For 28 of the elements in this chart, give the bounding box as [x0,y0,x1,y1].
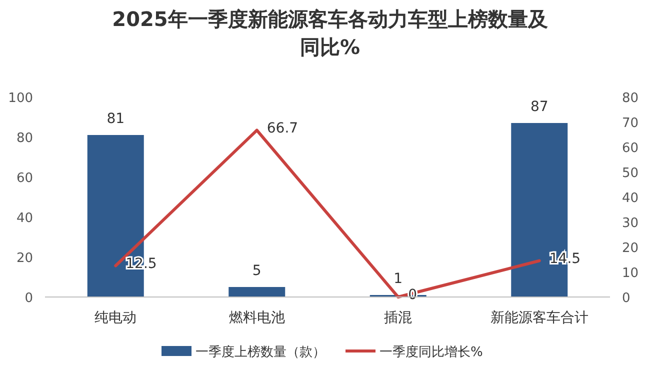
y-tick-label: 80 [16,131,33,146]
data-label: 87 [530,99,548,115]
y2-tick-label: 60 [622,141,639,156]
bar [228,287,286,297]
data-label: 5 [252,263,262,279]
y-tick-label: 40 [16,211,33,226]
x-tick-label: 燃料电池 [228,310,285,326]
data-label: 1 [394,271,403,287]
x-tick-label: 纯电动 [94,310,137,326]
y-tick-label: 60 [16,171,33,186]
x-tick-label: 插混 [384,310,412,326]
y2-tick-label: 30 [622,216,639,231]
y-tick-label: 100 [8,91,33,106]
y2-tick-label: 50 [622,166,639,181]
y2-tick-label: 80 [622,91,639,106]
y2-tick-label: 10 [622,266,639,281]
y-tick-label: 20 [16,251,33,266]
data-label: 66.7 [266,120,298,136]
y2-tick-label: 20 [622,241,639,256]
y-tick-label: 0 [24,291,33,306]
chart-title: 2025年一季度新能源客车各动力车型上榜数量及同比% [112,7,548,59]
legend-label: 一季度上榜数量（款） [196,344,326,360]
data-label: 81 [106,111,125,127]
legend-label: 一季度同比增长% [380,344,483,360]
y2-tick-label: 0 [622,291,630,306]
y2-tick-label: 70 [622,116,639,131]
x-tick-label: 新能源客车合计 [490,310,588,326]
y2-tick-label: 40 [622,191,639,206]
